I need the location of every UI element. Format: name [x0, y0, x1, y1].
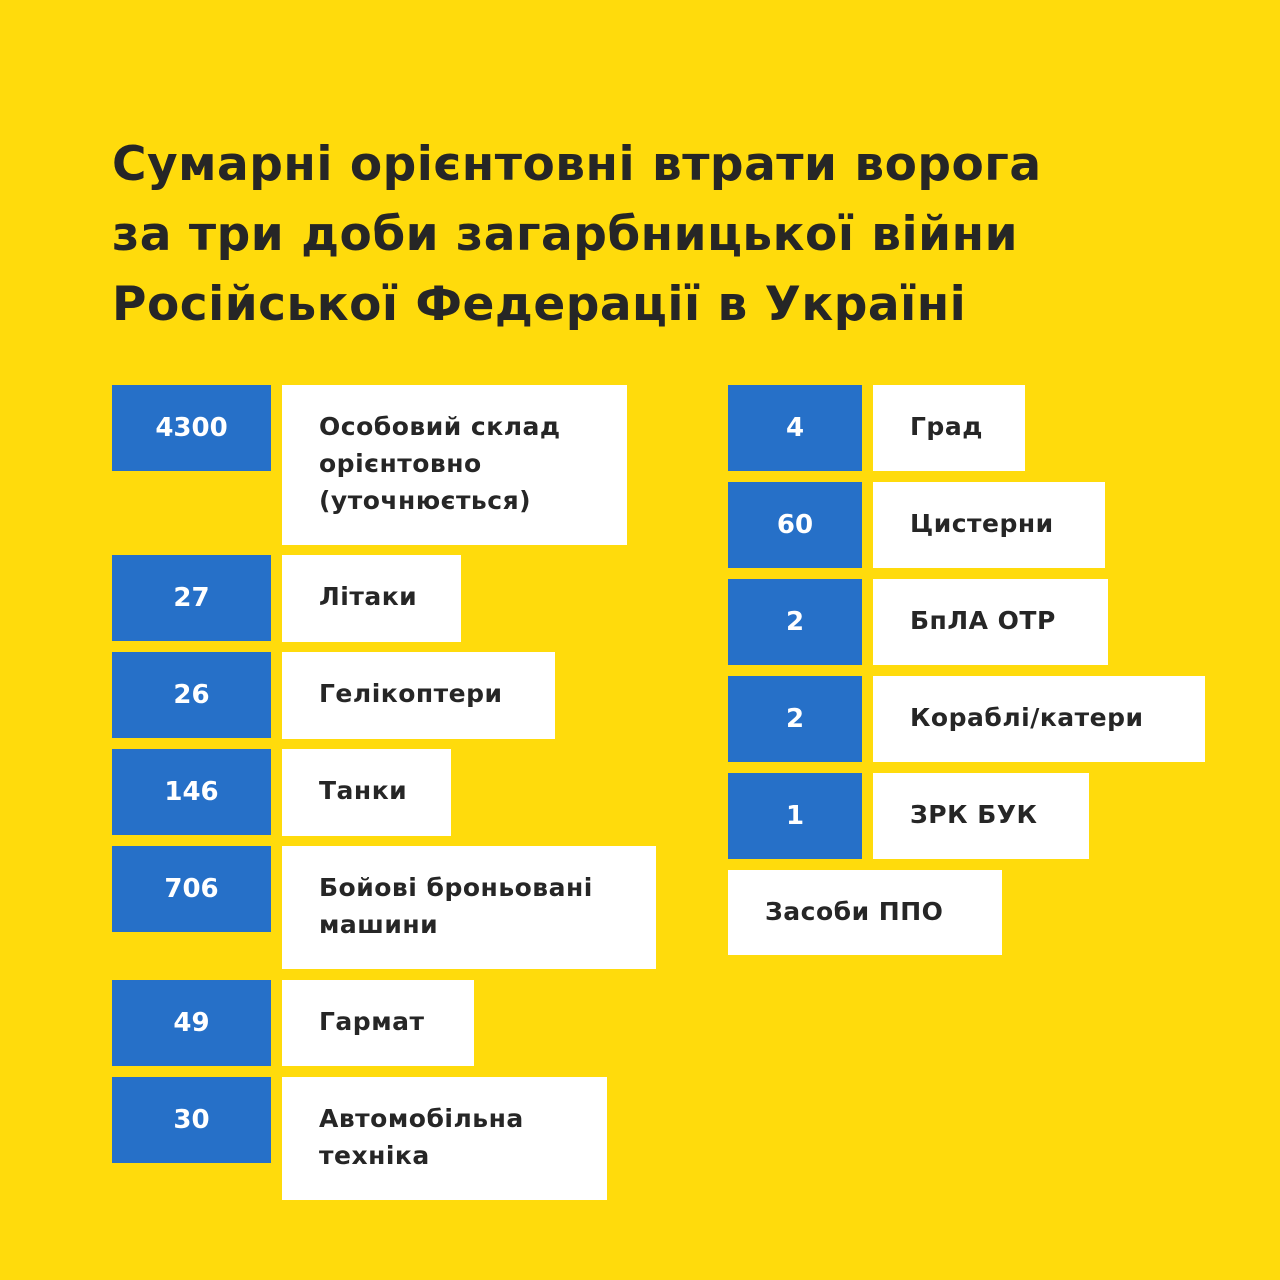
value-tanks: 146 — [112, 749, 271, 835]
value-buk: 1 — [728, 773, 862, 859]
label-vehicles: Автомобільна техніка — [282, 1077, 607, 1200]
label-artillery: Гармат — [282, 980, 474, 1066]
label-uav: БпЛА ОТР — [873, 579, 1108, 665]
value-personnel: 4300 — [112, 385, 271, 471]
value-armored-vehicles: 706 — [112, 846, 271, 932]
label-ships: Кораблі/катери — [873, 676, 1205, 762]
label-buk: ЗРК БУК — [873, 773, 1089, 859]
label-helicopters: Гелікоптери — [282, 652, 555, 739]
value-ships: 2 — [728, 676, 862, 762]
value-artillery: 49 — [112, 980, 271, 1066]
value-grad: 4 — [728, 385, 862, 471]
value-tankers: 60 — [728, 482, 862, 568]
label-tanks: Танки — [282, 749, 451, 836]
label-air-defense: Засоби ППО — [728, 870, 1002, 955]
label-armored-vehicles: Бойові броньовані машини — [282, 846, 656, 969]
label-personnel: Особовий склад орієнтовно (уточнюється) — [282, 385, 627, 545]
value-uav: 2 — [728, 579, 862, 665]
value-vehicles: 30 — [112, 1077, 271, 1163]
value-aircraft: 27 — [112, 555, 271, 641]
page-title: Сумарні орієнтовні втрати ворога за три … — [112, 137, 1042, 332]
value-helicopters: 26 — [112, 652, 271, 738]
label-aircraft: Літаки — [282, 555, 461, 642]
label-tankers: Цистерни — [873, 482, 1105, 568]
label-grad: Град — [873, 385, 1025, 471]
